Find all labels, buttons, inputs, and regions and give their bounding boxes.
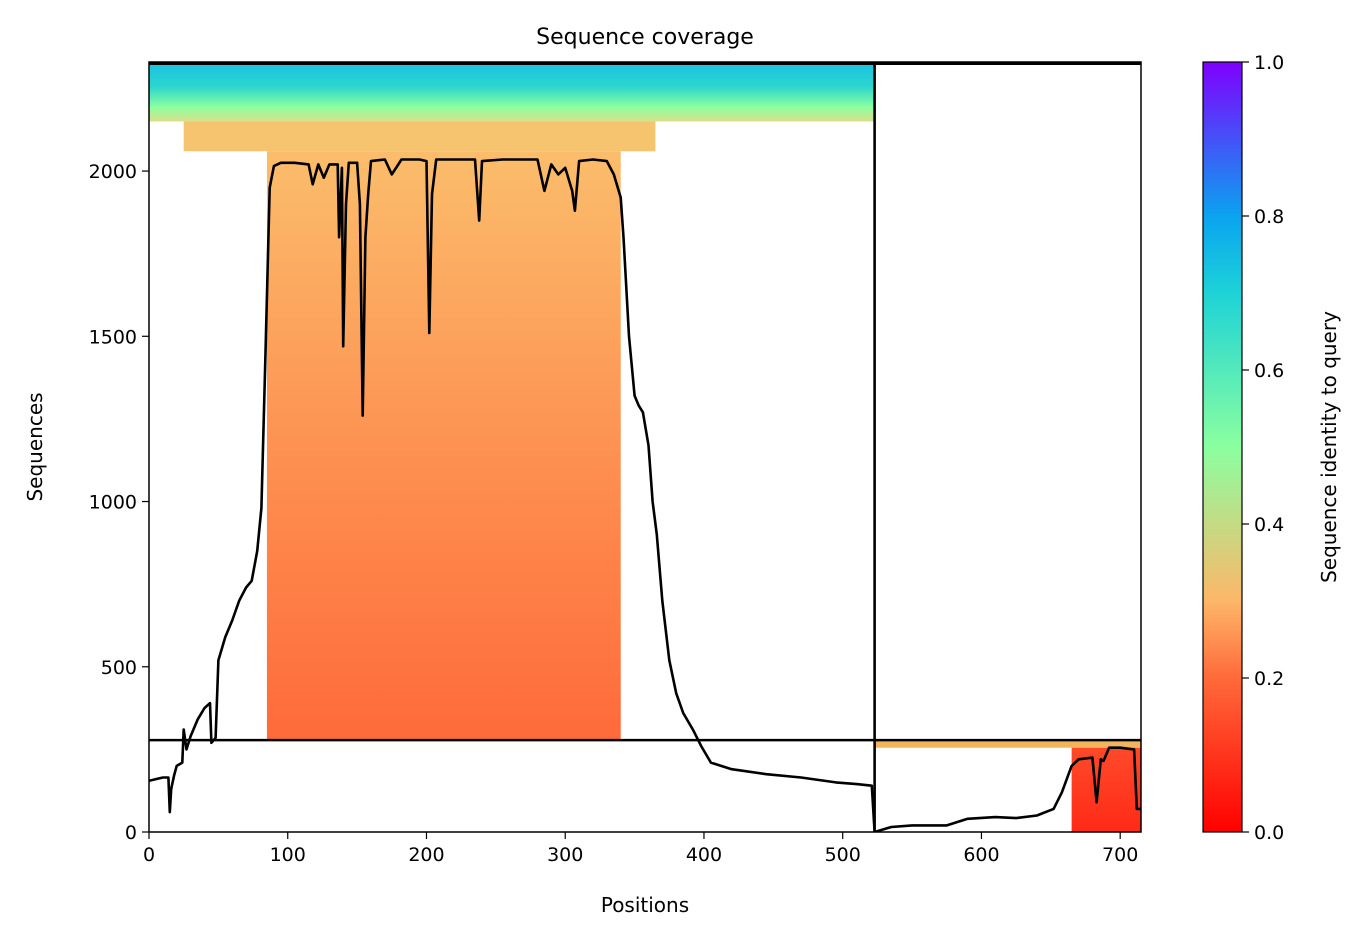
colorbar — [1202, 61, 1243, 833]
colorbar-tick-label: 0.0 — [1254, 822, 1284, 844]
colorbar-tick-label: 1.0 — [1254, 52, 1284, 74]
x-axis-ticks: 0 100 200 300 400 500 600 700 — [143, 832, 1138, 866]
y-tick-label: 0 — [125, 822, 137, 844]
coverage-line-layer — [149, 158, 1141, 832]
y-tick-label: 1000 — [89, 492, 137, 514]
x-tick-label: 200 — [408, 844, 444, 866]
chart-title: Sequence coverage — [536, 25, 754, 50]
coverage-heatmap — [149, 63, 1141, 832]
coverage-region — [149, 63, 875, 122]
coverage-region — [874, 740, 1141, 748]
x-tick-label: 700 — [1102, 844, 1138, 866]
x-tick-label: 500 — [825, 844, 861, 866]
y-tick-label: 2000 — [89, 161, 137, 183]
x-axis-label: Positions — [601, 893, 689, 917]
colorbar-tick-label: 0.6 — [1254, 360, 1284, 382]
y-tick-label: 1500 — [89, 326, 137, 348]
x-tick-label: 100 — [270, 844, 306, 866]
colorbar-ticks: 0.0 0.2 0.4 0.6 0.8 1.0 — [1242, 52, 1284, 844]
colorbar-tick-label: 0.8 — [1254, 206, 1284, 228]
divider-lines — [149, 62, 1141, 832]
y-tick-label: 500 — [101, 657, 137, 679]
coverage-region — [183, 121, 656, 152]
x-tick-label: 300 — [547, 844, 583, 866]
coverage-line — [149, 158, 1141, 832]
colorbar-tick-label: 0.2 — [1254, 668, 1284, 690]
coverage-region — [266, 151, 621, 741]
colorbar-tick-label: 0.4 — [1254, 514, 1284, 536]
y-axis-label: Sequences — [23, 392, 47, 501]
x-tick-label: 600 — [963, 844, 999, 866]
plot-frame — [148, 61, 1142, 833]
y-axis-ticks: 0 500 1000 1500 2000 — [89, 161, 149, 844]
x-tick-label: 0 — [143, 844, 155, 866]
x-tick-label: 400 — [686, 844, 722, 866]
coverage-region — [1071, 747, 1141, 832]
colorbar-label: Sequence identity to query — [1317, 311, 1341, 583]
